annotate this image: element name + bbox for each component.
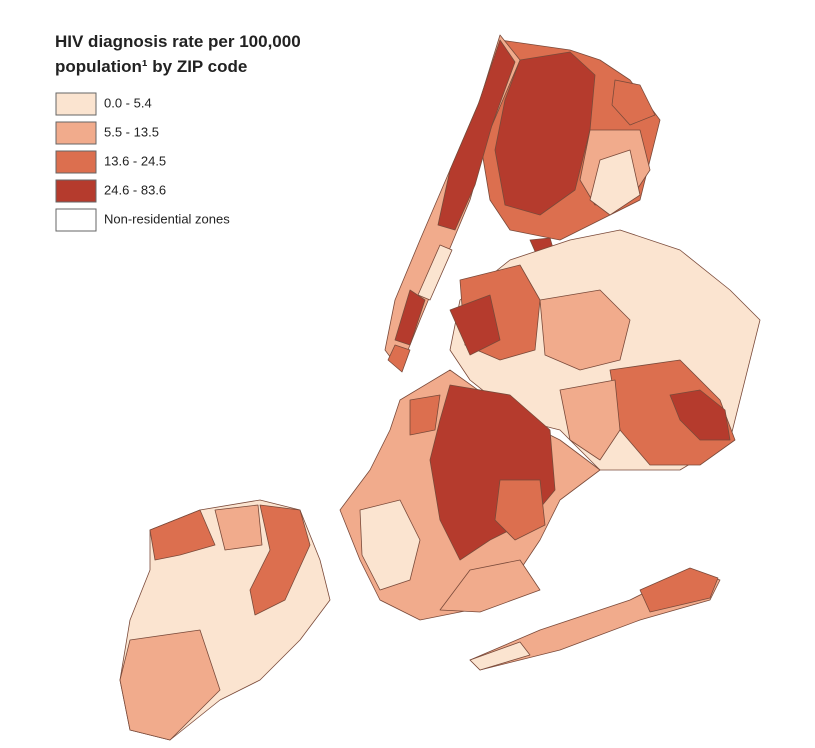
map-title: HIV diagnosis rate per 100,000 [55, 32, 301, 51]
map-title: population¹ by ZIP code [55, 57, 247, 76]
zone [539, 289, 631, 371]
legend-label: 13.6 - 24.5 [104, 153, 166, 168]
zone [149, 509, 216, 561]
zone [214, 504, 263, 551]
zone [439, 559, 541, 613]
legend-swatch [55, 150, 97, 174]
zone [669, 389, 731, 441]
zone [249, 504, 311, 616]
zone [559, 379, 621, 461]
zone [437, 39, 516, 231]
zip-zones [119, 34, 761, 741]
legend-label: Non-residential zones [104, 211, 230, 226]
zone [417, 244, 453, 301]
zone [409, 394, 441, 436]
legend: 0.0 - 5.4 5.5 - 13.5 13.6 - 24.5 24.6 - … [55, 92, 230, 232]
legend-swatch [55, 208, 97, 232]
zone [359, 499, 421, 591]
zone [611, 79, 656, 126]
zone [387, 344, 411, 373]
legend-label: 24.6 - 83.6 [104, 182, 166, 197]
zone [394, 289, 426, 346]
zone [449, 294, 501, 356]
legend-swatch [55, 92, 97, 116]
zone [494, 51, 596, 216]
legend-label: 0.0 - 5.4 [104, 95, 152, 110]
zone [469, 641, 531, 671]
zone [639, 567, 719, 613]
zone [494, 479, 546, 541]
legend-swatch [55, 121, 97, 145]
zone [119, 629, 221, 741]
legend-swatch [55, 179, 97, 203]
zone [589, 149, 641, 216]
legend-label: 5.5 - 13.5 [104, 124, 159, 139]
